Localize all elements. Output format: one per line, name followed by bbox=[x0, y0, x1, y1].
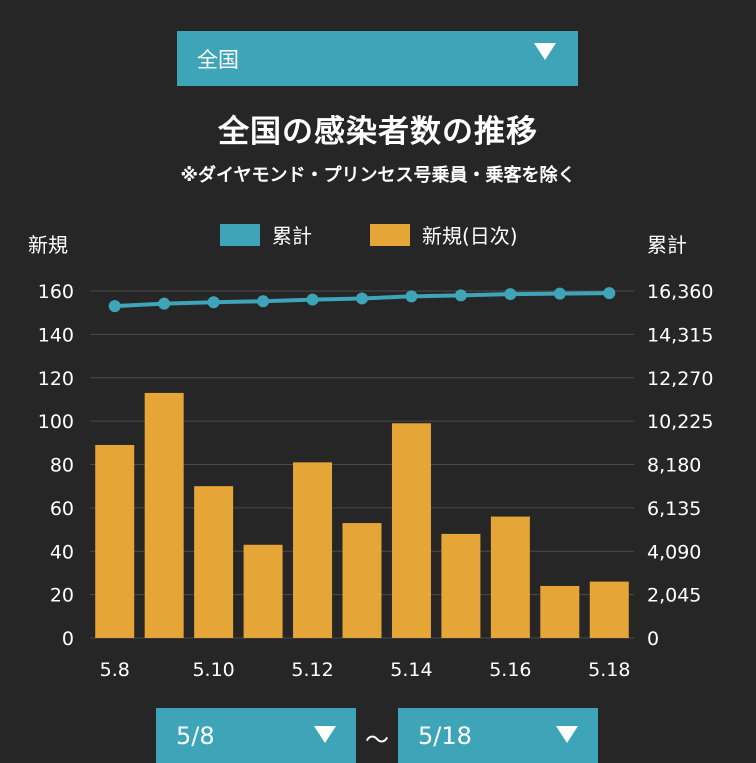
x-tick: 5.10 bbox=[192, 659, 234, 681]
bar bbox=[441, 533, 481, 638]
region-select[interactable]: 全国 bbox=[177, 31, 578, 86]
region-select-value: 全国 bbox=[197, 47, 239, 72]
date-range-separator: 〜 bbox=[365, 726, 389, 754]
chart: 0 20 40 60 80 100 120 140 160 0 2,045 4,090 6,135 8,… bbox=[28, 224, 713, 681]
y-tick-right: 0 bbox=[647, 628, 659, 650]
y-tick-left: 80 bbox=[50, 455, 74, 477]
x-tick: 5.12 bbox=[291, 659, 333, 681]
line-point bbox=[108, 300, 121, 313]
y-tick-left: 120 bbox=[38, 368, 74, 390]
bar bbox=[95, 444, 135, 638]
line-series bbox=[108, 287, 616, 313]
y-tick-left: 60 bbox=[50, 498, 74, 520]
y-tick-right: 14,315 bbox=[647, 324, 713, 346]
line-point bbox=[405, 290, 418, 303]
legend-label-daily: 新規(日次) bbox=[422, 224, 518, 248]
y-tick-left: 140 bbox=[38, 324, 74, 346]
line-point bbox=[306, 293, 319, 306]
legend-swatch-daily bbox=[370, 224, 410, 246]
line-point bbox=[504, 288, 517, 301]
x-axis: 5.8 5.10 5.12 5.14 5.16 5.18 bbox=[100, 659, 631, 681]
bar bbox=[391, 423, 431, 638]
x-tick: 5.18 bbox=[588, 659, 630, 681]
x-tick: 5.14 bbox=[390, 659, 432, 681]
y-tick-left: 100 bbox=[38, 411, 74, 433]
y-tick-right: 2,045 bbox=[647, 585, 701, 607]
line-point bbox=[257, 295, 270, 308]
y-tick-right: 6,135 bbox=[647, 498, 701, 520]
line-point bbox=[356, 292, 368, 305]
bar bbox=[540, 585, 580, 638]
bar bbox=[144, 392, 184, 638]
bar bbox=[490, 516, 530, 638]
start-date-select[interactable]: 5/8 bbox=[156, 708, 356, 763]
line-point bbox=[158, 297, 171, 310]
line-point bbox=[454, 289, 467, 302]
legend-label-cumulative: 累計 bbox=[272, 224, 312, 248]
y-axis-left-title: 新規 bbox=[28, 233, 68, 257]
y-axis-right-title: 累計 bbox=[647, 233, 687, 257]
end-date-select[interactable]: 5/18 bbox=[398, 708, 598, 763]
bar bbox=[243, 544, 283, 638]
bar bbox=[293, 462, 333, 638]
end-date-value: 5/18 bbox=[418, 721, 472, 750]
y-tick-right: 4,090 bbox=[647, 541, 701, 563]
bar bbox=[342, 523, 382, 638]
chevron-down-icon bbox=[314, 726, 336, 743]
bar-series bbox=[95, 392, 629, 638]
legend-swatch-cumulative bbox=[220, 224, 260, 246]
bar bbox=[194, 486, 234, 638]
line-point bbox=[207, 296, 220, 309]
y-tick-right: 16,360 bbox=[647, 281, 713, 303]
legend: 累計 新規(日次) bbox=[220, 224, 518, 248]
y-tick-left: 0 bbox=[62, 628, 74, 650]
chart-title: 全国の感染者数の推移 bbox=[218, 114, 538, 150]
y-tick-left: 40 bbox=[50, 541, 74, 563]
y-axis-right: 0 2,045 4,090 6,135 8,180 10,225 12,270 14,315 1… bbox=[647, 281, 713, 650]
y-tick-right: 12,270 bbox=[647, 368, 713, 390]
y-tick-left: 160 bbox=[38, 281, 74, 303]
x-tick: 5.8 bbox=[100, 659, 130, 681]
line-point bbox=[603, 287, 616, 300]
y-tick-right: 10,225 bbox=[647, 411, 713, 433]
y-tick-right: 8,180 bbox=[647, 455, 701, 477]
line-point bbox=[553, 287, 566, 300]
chart-subtitle: ※ダイヤモンド・プリンセス号乗員・乗客を除く bbox=[180, 165, 576, 186]
y-tick-left: 20 bbox=[50, 585, 74, 607]
bar bbox=[589, 581, 629, 638]
y-axis-left: 0 20 40 60 80 100 120 140 160 bbox=[38, 281, 74, 650]
chevron-down-icon bbox=[534, 43, 556, 60]
start-date-value: 5/8 bbox=[176, 721, 215, 750]
x-tick: 5.16 bbox=[489, 659, 531, 681]
chevron-down-icon bbox=[556, 726, 578, 743]
